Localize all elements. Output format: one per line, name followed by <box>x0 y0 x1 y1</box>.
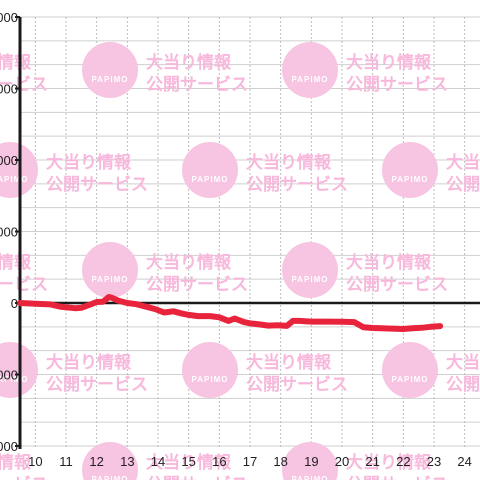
watermark-line2: 公開サービス <box>246 175 348 195</box>
watermark-logo <box>282 42 338 98</box>
watermark-line2: 公開サービス <box>446 175 480 195</box>
watermark-line2: 公開サービス <box>146 275 248 295</box>
watermark-line2: 公開サービス <box>346 75 448 95</box>
watermark-line1: 大当り情報 <box>0 452 32 473</box>
watermark-logo <box>382 342 438 398</box>
x-tick-label: 16 <box>212 454 226 469</box>
y-tick-label: -3,000 <box>0 368 18 383</box>
x-tick-label: 15 <box>181 454 195 469</box>
watermark-line1: 大当り情報 <box>146 252 232 273</box>
watermark-logo-text: PAPIMO <box>192 175 229 184</box>
watermark-logo-text: PAPIMO <box>292 275 329 284</box>
watermark-logo-text: PAPIMO <box>0 375 28 384</box>
watermark-logo <box>182 342 238 398</box>
x-tick-label: 13 <box>120 454 134 469</box>
watermark-line2: 公開サービス <box>446 375 480 395</box>
tick-labels: -6,000 -3,000 0 3,000 6,000 9,000 12,000 10 11 12… <box>0 10 472 469</box>
watermark-line1: 大当り情報 <box>346 252 432 273</box>
x-tick-label: 18 <box>273 454 287 469</box>
watermark-logo <box>82 42 138 98</box>
watermark-logo-text: PAPIMO <box>0 175 28 184</box>
watermark-logo-text: PAPIMO <box>92 75 129 84</box>
y-tick-label: 0 <box>11 296 18 311</box>
watermark-line2: 公開サービス <box>0 75 48 95</box>
watermark-logo <box>282 442 338 480</box>
watermark-line2: 公開サービス <box>0 275 48 295</box>
watermark-line2: 公開サービス <box>46 175 148 195</box>
watermark-logo <box>82 242 138 298</box>
watermark-line2: 公開サービス <box>0 475 48 480</box>
watermark-logo-text: PAPIMO <box>392 375 429 384</box>
watermark-logo <box>182 142 238 198</box>
watermark-line1: 大当り情報 <box>0 52 32 73</box>
x-tick-label: 20 <box>335 454 349 469</box>
x-tick-label: 19 <box>304 454 318 469</box>
watermark-logo-text: PAPIMO <box>92 275 129 284</box>
x-tick-label: 22 <box>396 454 410 469</box>
watermark-line1: 大当り情報 <box>146 52 232 73</box>
series-layer <box>17 294 444 332</box>
watermark-line2: 公開サービス <box>146 475 248 480</box>
y-tick-label: 6,000 <box>0 153 18 168</box>
x-tick-label: 14 <box>151 454 165 469</box>
watermark-line1: 大当り情報 <box>0 252 32 273</box>
watermark-line1: 大当り情報 <box>246 352 332 373</box>
watermark-line2: 公開サービス <box>46 375 148 395</box>
x-tick-label: 10 <box>28 454 42 469</box>
watermark-line1: 大当り情報 <box>446 152 480 173</box>
x-tick-label: 12 <box>89 454 103 469</box>
y-tick-label: 9,000 <box>0 82 18 97</box>
grid <box>20 16 480 449</box>
x-tick-label: 17 <box>243 454 257 469</box>
watermark-line2: 公開サービス <box>346 275 448 295</box>
y-tick-label: 3,000 <box>0 225 18 240</box>
watermark-logo <box>282 242 338 298</box>
watermark-line2: 公開サービス <box>346 475 448 480</box>
series-line <box>17 294 444 332</box>
y-tick-label: -6,000 <box>0 439 18 454</box>
watermark-line2: 公開サービス <box>146 75 248 95</box>
watermark-line1: 大当り情報 <box>246 152 332 173</box>
y-tick-label: 12,000 <box>0 10 18 25</box>
watermark-logo <box>382 142 438 198</box>
watermark-line1: 大当り情報 <box>146 452 232 473</box>
watermark-logo-text: PAPIMO <box>392 175 429 184</box>
x-tick-label: 11 <box>59 454 73 469</box>
x-tick-label: 23 <box>427 454 441 469</box>
watermark-line1: 大当り情報 <box>446 352 480 373</box>
watermark-line1: 大当り情報 <box>346 52 432 73</box>
x-tick-label: 21 <box>365 454 379 469</box>
watermark-line2: 公開サービス <box>246 375 348 395</box>
watermark-logo-text: PAPIMO <box>192 375 229 384</box>
watermark-line1: 大当り情報 <box>46 152 132 173</box>
watermark-logo-text: PAPIMO <box>292 475 329 480</box>
watermark-logo-text: PAPIMO <box>92 475 129 480</box>
watermark-line1: 大当り情報 <box>346 452 432 473</box>
watermark-logo-text: PAPIMO <box>292 75 329 84</box>
x-tick-label: 24 <box>457 454 471 469</box>
watermark-line1: 大当り情報 <box>46 352 132 373</box>
watermark-logo <box>82 442 138 480</box>
